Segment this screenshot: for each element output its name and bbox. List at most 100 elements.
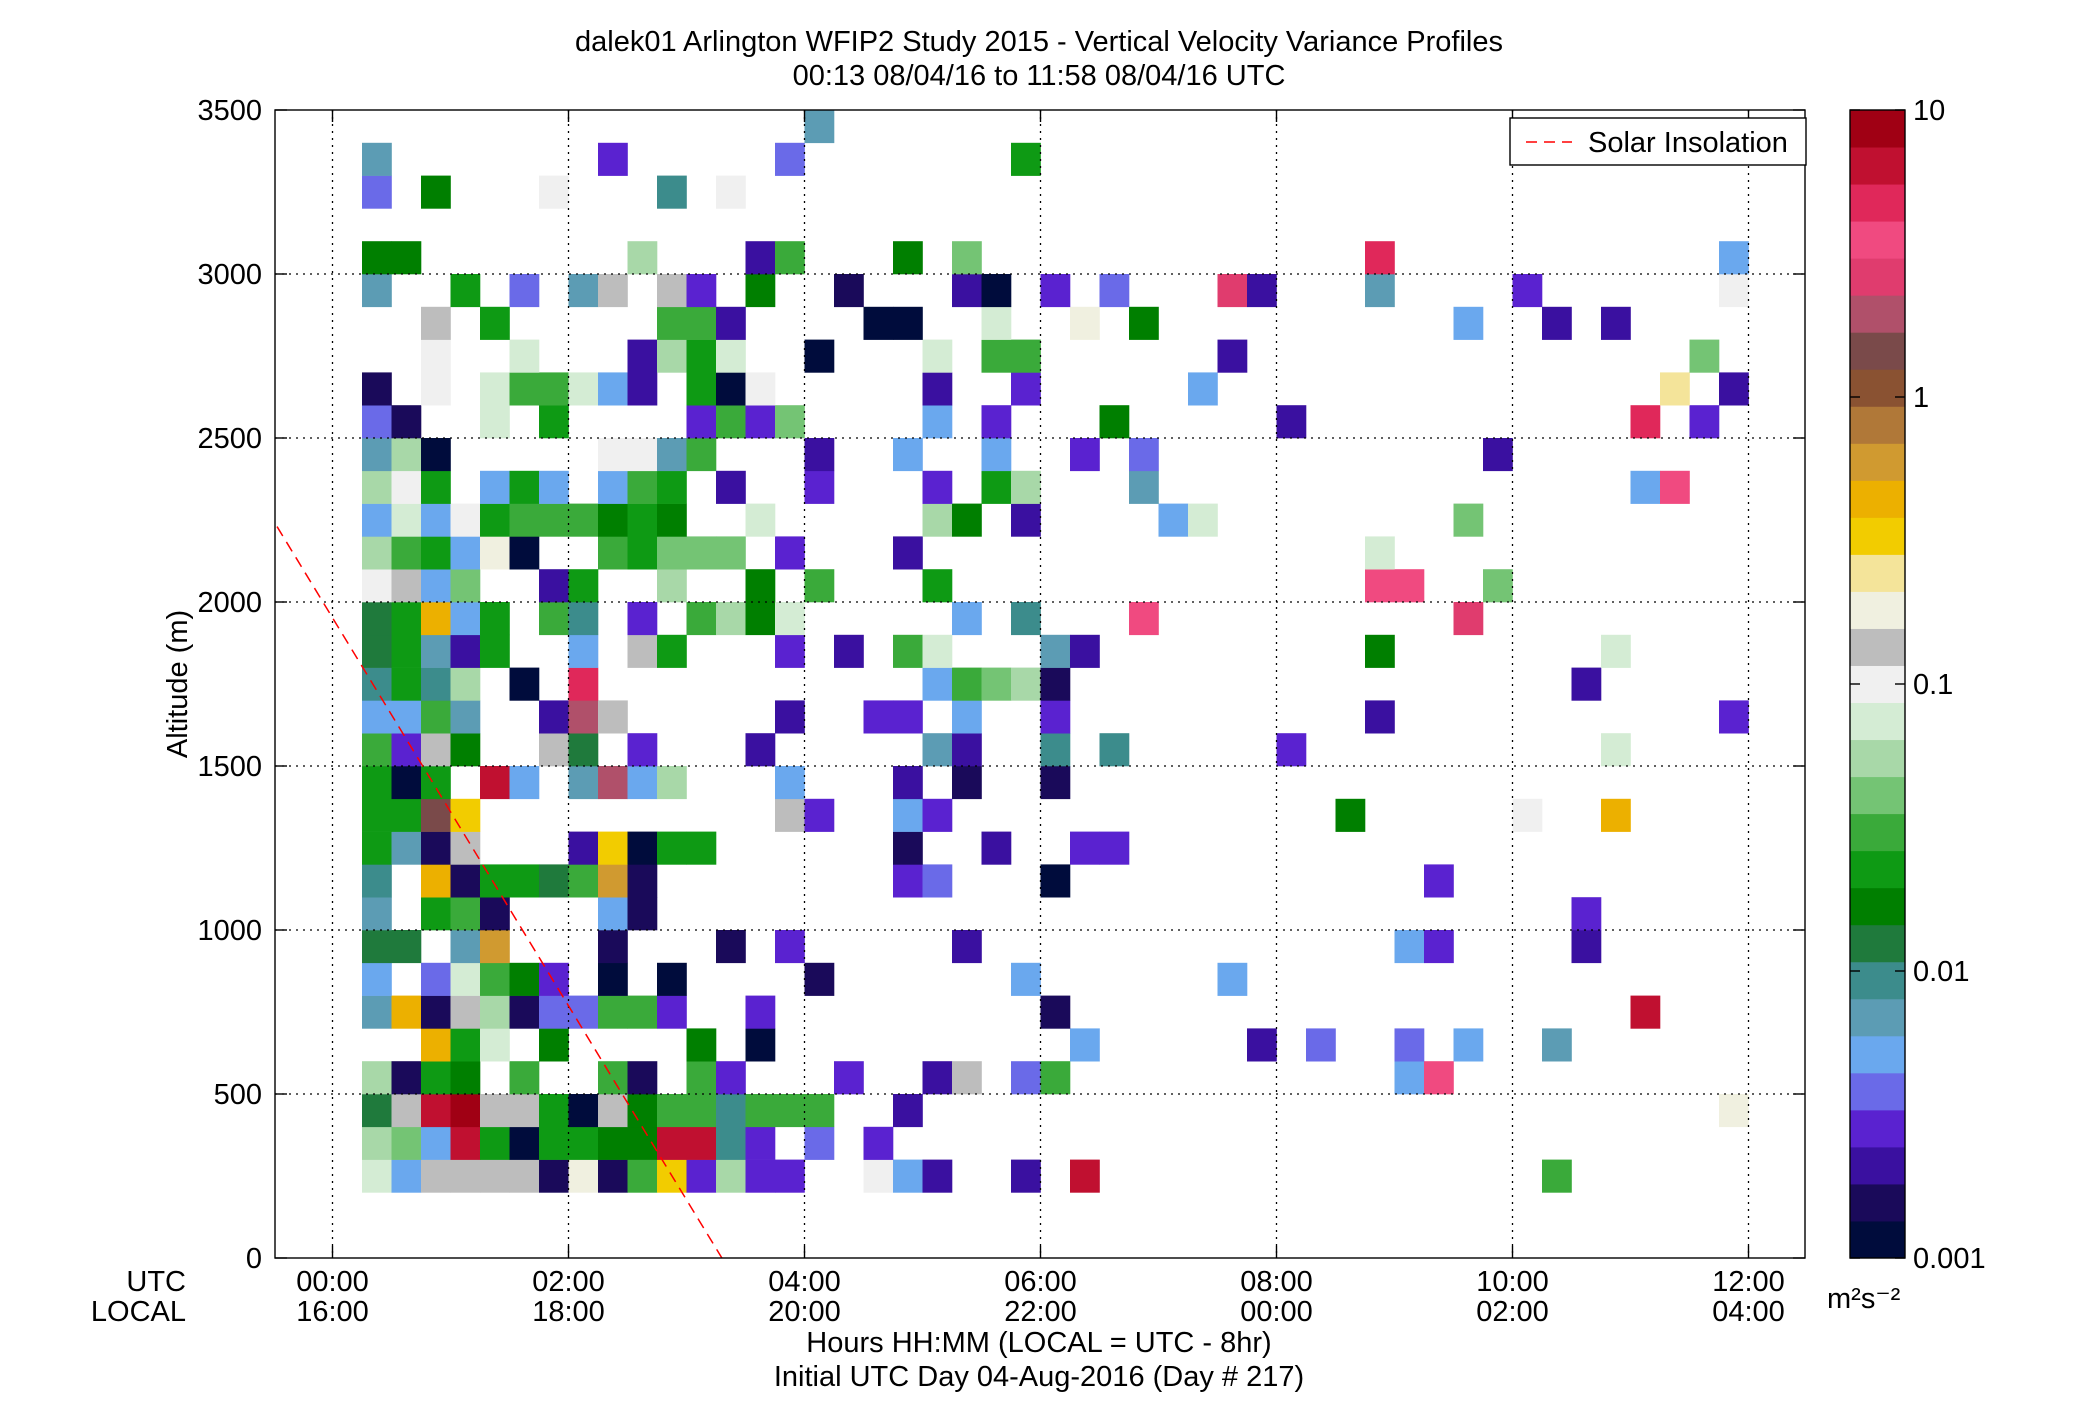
heatmap-cell <box>1040 733 1071 767</box>
heatmap-cell <box>362 864 392 898</box>
colorbar-tick-label: 0.1 <box>1913 669 1953 701</box>
heatmap-cell <box>981 667 1012 701</box>
heatmap-cell <box>1070 634 1100 668</box>
heatmap-cell <box>745 569 776 603</box>
heatmap-cell <box>450 503 481 537</box>
heatmap-cell <box>391 1094 422 1128</box>
y-tick-label: 1500 <box>197 751 262 783</box>
heatmap-cell <box>716 1126 746 1160</box>
heatmap-cell <box>480 1094 510 1128</box>
heatmap-cell <box>775 536 805 570</box>
heatmap-cell <box>1512 274 1543 308</box>
colorbar-band <box>1850 295 1905 333</box>
heatmap-cell <box>450 602 481 636</box>
heatmap-cell <box>745 1159 776 1193</box>
heatmap-cell <box>568 274 599 308</box>
colorbar-band <box>1850 147 1905 185</box>
heatmap-cell <box>391 241 422 275</box>
heatmap-cell <box>922 503 953 537</box>
heatmap-cell <box>391 798 422 832</box>
heatmap-cell <box>1365 700 1395 734</box>
heatmap-cell <box>362 995 392 1029</box>
colorbar-band <box>1850 702 1905 741</box>
heatmap-cell <box>509 470 540 504</box>
heatmap-cell <box>627 1094 658 1128</box>
heatmap-cell <box>922 1061 953 1095</box>
heatmap-cell <box>922 569 953 603</box>
heatmap-cell <box>598 962 628 996</box>
x-tick-label-utc: 08:00 <box>1240 1266 1313 1298</box>
heatmap-cell <box>421 864 451 898</box>
colorbar-band <box>1850 924 1905 963</box>
heatmap-cell <box>1719 274 1749 308</box>
heatmap-cell <box>775 1159 805 1193</box>
heatmap-cell <box>509 1061 540 1095</box>
y-tick-label: 2000 <box>197 587 262 619</box>
heatmap-cell <box>863 1126 894 1160</box>
heatmap-cell <box>804 1094 835 1128</box>
heatmap-cell <box>1512 798 1543 832</box>
heatmap-cell <box>1630 470 1661 504</box>
heatmap-cell <box>686 339 717 373</box>
heatmap-cell <box>568 372 599 406</box>
heatmap-cell <box>745 503 776 537</box>
heatmap-cell <box>893 1159 923 1193</box>
heatmap-cell <box>804 1126 835 1160</box>
heatmap-cell <box>745 733 776 767</box>
colorbar-band <box>1850 628 1905 666</box>
heatmap-cell <box>1276 733 1307 767</box>
heatmap-cell <box>450 700 481 734</box>
heatmap-cell <box>1660 372 1690 406</box>
heatmap-cell <box>1424 930 1454 964</box>
heatmap-cell <box>421 536 451 570</box>
heatmap-cell <box>981 438 1012 472</box>
heatmap-cell <box>893 306 923 340</box>
heatmap-cell <box>686 602 717 636</box>
colorbar-tick-label: 0.01 <box>1913 956 1969 988</box>
heatmap-cell <box>1040 864 1071 898</box>
heatmap-cell <box>775 241 805 275</box>
heatmap-cell <box>893 798 923 832</box>
heatmap-cell <box>627 372 658 406</box>
x-row-label-utc: UTC <box>126 1266 186 1298</box>
heatmap-cell <box>421 766 451 800</box>
heatmap-cell <box>657 766 687 800</box>
heatmap-cell <box>893 1094 923 1128</box>
heatmap-cell <box>686 274 717 308</box>
heatmap-cell <box>1158 503 1189 537</box>
heatmap-cell <box>775 1094 805 1128</box>
heatmap-cell <box>421 175 451 209</box>
heatmap-cell <box>627 503 658 537</box>
heatmap-cell <box>627 864 658 898</box>
chart-title: dalek01 Arlington WFIP2 Study 2015 - Ver… <box>575 26 1503 58</box>
heatmap-cell <box>1365 634 1395 668</box>
heatmap-cell <box>362 175 392 209</box>
heatmap-cell <box>657 1126 687 1160</box>
y-tick-label: 500 <box>214 1079 262 1111</box>
heatmap-cell <box>745 405 776 439</box>
heatmap-cell <box>657 569 687 603</box>
heatmap-cell <box>1040 995 1071 1029</box>
colorbar-band <box>1850 1109 1905 1148</box>
heatmap-cell <box>480 470 510 504</box>
heatmap-cell <box>362 241 392 275</box>
heatmap-cell <box>1453 602 1484 636</box>
heatmap-cell <box>1129 470 1159 504</box>
heatmap-cell <box>568 634 599 668</box>
heatmap-cell <box>981 274 1012 308</box>
heatmap-cell <box>362 798 392 832</box>
heatmap-cell <box>509 962 540 996</box>
heatmap-cell <box>1719 241 1749 275</box>
heatmap-cell <box>1011 470 1041 504</box>
colorbar-band <box>1850 406 1905 444</box>
heatmap-cell <box>539 995 569 1029</box>
heatmap-cell <box>1719 700 1749 734</box>
x-tick-label-local: 22:00 <box>1004 1296 1077 1328</box>
heatmap-cell <box>1601 306 1631 340</box>
x-tick-label-local: 18:00 <box>532 1296 605 1328</box>
heatmap-cell <box>893 700 923 734</box>
colorbar-band <box>1850 1220 1905 1259</box>
heatmap-cell <box>568 667 599 701</box>
heatmap-cell <box>450 1028 481 1062</box>
heatmap-cell <box>686 536 717 570</box>
